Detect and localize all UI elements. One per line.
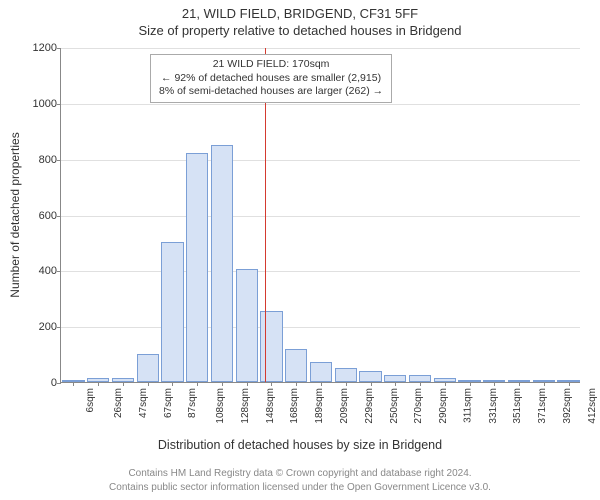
xtick-mark [197, 382, 198, 386]
xtick-mark [296, 382, 297, 386]
xtick-mark [470, 382, 471, 386]
xtick-mark [519, 382, 520, 386]
ytick-label: 1200 [23, 42, 57, 54]
callout-line: 21 WILD FIELD: 170sqm [159, 58, 383, 72]
histogram-bar [260, 311, 282, 382]
x-axis-label: Distribution of detached houses by size … [0, 438, 600, 452]
xtick-mark [73, 382, 74, 386]
xtick-label: 47sqm [138, 388, 149, 418]
xtick-mark [346, 382, 347, 386]
histogram-bar [335, 368, 357, 382]
histogram-bar [186, 153, 208, 382]
ytick-mark [57, 383, 61, 384]
xtick-label: 270sqm [413, 388, 424, 424]
y-axis-label: Number of detached properties [8, 132, 22, 297]
reference-callout: 21 WILD FIELD: 170sqm← 92% of detached h… [150, 54, 392, 103]
footer-line-1: Contains HM Land Registry data © Crown c… [0, 467, 600, 481]
xtick-label: 6sqm [86, 388, 97, 412]
xtick-label: 412sqm [586, 388, 597, 424]
xtick-mark [321, 382, 322, 386]
histogram-chart: 0200400600800100012006sqm26sqm47sqm67sqm… [60, 48, 580, 383]
histogram-bar [137, 354, 159, 382]
xtick-mark [123, 382, 124, 386]
histogram-bar [384, 375, 406, 382]
xtick-label: 311sqm [462, 388, 473, 423]
histogram-bar [409, 375, 431, 382]
xtick-label: 229sqm [364, 388, 375, 424]
callout-line: 8% of semi-detached houses are larger (2… [159, 85, 383, 99]
xtick-mark [271, 382, 272, 386]
xtick-label: 290sqm [438, 388, 449, 424]
xtick-mark [222, 382, 223, 386]
xtick-mark [172, 382, 173, 386]
xtick-label: 392sqm [562, 388, 573, 424]
ytick-mark [57, 327, 61, 328]
histogram-bar [310, 362, 332, 382]
xtick-label: 67sqm [163, 388, 174, 418]
xtick-mark [247, 382, 248, 386]
gridline-h [61, 327, 580, 328]
xtick-mark [371, 382, 372, 386]
xtick-label: 108sqm [215, 388, 226, 424]
histogram-bar [359, 371, 381, 382]
xtick-label: 331sqm [487, 388, 498, 424]
xtick-label: 209sqm [339, 388, 350, 424]
ytick-label: 1000 [23, 98, 57, 110]
histogram-bar [236, 269, 258, 382]
xtick-label: 168sqm [289, 388, 300, 424]
xtick-mark [544, 382, 545, 386]
gridline-h [61, 216, 580, 217]
gridline-h [61, 160, 580, 161]
xtick-mark [148, 382, 149, 386]
ytick-mark [57, 271, 61, 272]
xtick-label: 26sqm [113, 388, 124, 418]
ytick-label: 400 [23, 265, 57, 277]
gridline-h [61, 104, 580, 105]
xtick-mark [98, 382, 99, 386]
xtick-mark [395, 382, 396, 386]
histogram-bar [285, 349, 307, 383]
gridline-h [61, 271, 580, 272]
xtick-label: 87sqm [187, 388, 198, 418]
ytick-label: 800 [23, 154, 57, 166]
ytick-label: 200 [23, 321, 57, 333]
ytick-label: 600 [23, 210, 57, 222]
histogram-bar [211, 145, 233, 382]
xtick-label: 250sqm [388, 388, 399, 424]
ytick-mark [57, 104, 61, 105]
ytick-mark [57, 48, 61, 49]
ytick-label: 0 [23, 377, 57, 389]
xtick-mark [445, 382, 446, 386]
xtick-label: 148sqm [264, 388, 275, 424]
ytick-mark [57, 216, 61, 217]
page-title-subtitle: Size of property relative to detached ho… [0, 21, 600, 38]
callout-line: ← 92% of detached houses are smaller (2,… [159, 72, 383, 86]
gridline-h [61, 48, 580, 49]
histogram-bar [161, 242, 183, 382]
attribution-footer: Contains HM Land Registry data © Crown c… [0, 467, 600, 494]
page-title-address: 21, WILD FIELD, BRIDGEND, CF31 5FF [0, 0, 600, 21]
xtick-mark [494, 382, 495, 386]
xtick-mark [569, 382, 570, 386]
ytick-mark [57, 160, 61, 161]
xtick-mark [420, 382, 421, 386]
xtick-label: 371sqm [537, 388, 548, 424]
xtick-label: 189sqm [314, 388, 325, 424]
footer-line-2: Contains public sector information licen… [0, 481, 600, 495]
xtick-label: 351sqm [512, 388, 523, 424]
xtick-label: 128sqm [240, 388, 251, 424]
